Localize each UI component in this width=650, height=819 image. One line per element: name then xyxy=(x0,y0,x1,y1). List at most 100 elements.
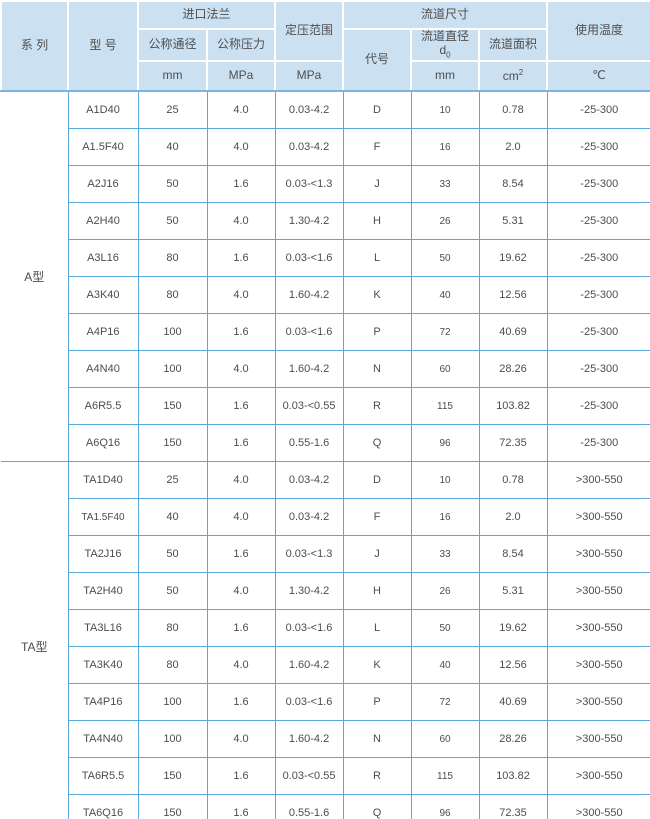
cell-model: TA6Q16 xyxy=(67,794,139,819)
cell-model: A4P16 xyxy=(67,313,139,351)
cell-operating-temperature: -25-300 xyxy=(546,90,650,129)
table-body: A型 A1D40 25 4.0 0.03-4.2 D 10 0.78 -25-300 A1.5F4… xyxy=(1,90,650,819)
unit-channel-diameter: mm xyxy=(410,60,481,92)
cell-nominal-diameter: 80 xyxy=(137,646,208,684)
col-header-flow-channel-size: 流道尺寸 xyxy=(342,0,549,30)
cell-channel-diameter: 96 xyxy=(410,424,480,462)
table-row: A4N40 100 4.0 1.60-4.2 N 60 28.26 -25-300 xyxy=(1,350,650,388)
cell-channel-diameter: 33 xyxy=(410,165,480,203)
cell-nominal-pressure: 4.0 xyxy=(206,276,276,314)
cell-code: F xyxy=(342,498,412,536)
cell-channel-diameter: 115 xyxy=(410,757,480,795)
channel-area-unit-exponent: 2 xyxy=(518,68,524,78)
cell-code: Q xyxy=(342,794,412,819)
table-row: TA6Q16 150 1.6 0.55-1.6 Q 96 72.35 >300-550 xyxy=(1,794,650,819)
cell-nominal-pressure: 4.0 xyxy=(206,90,276,129)
cell-nominal-diameter: 50 xyxy=(137,535,208,573)
cell-model: TA3L16 xyxy=(67,609,139,647)
cell-channel-area: 8.54 xyxy=(478,165,548,203)
cell-model: A2H40 xyxy=(67,202,139,240)
cell-nominal-pressure: 1.6 xyxy=(206,609,276,647)
cell-nominal-pressure: 1.6 xyxy=(206,313,276,351)
cell-nominal-pressure: 4.0 xyxy=(206,202,276,240)
cell-channel-diameter: 16 xyxy=(410,498,480,536)
series-group-label: TA型 xyxy=(1,461,69,819)
cell-code: P xyxy=(342,683,412,721)
cell-model: TA3K40 xyxy=(67,646,139,684)
col-header-pressure-range: 定压范围 xyxy=(274,0,345,62)
channel-area-unit-base: cm xyxy=(502,69,519,84)
cell-channel-area: 72.35 xyxy=(478,424,548,462)
cell-channel-diameter: 40 xyxy=(410,276,480,314)
cell-nominal-pressure: 4.0 xyxy=(206,350,276,388)
cell-model: TA6R5.5 xyxy=(67,757,139,795)
cell-nominal-diameter: 80 xyxy=(137,609,208,647)
unit-nominal-diameter: mm xyxy=(137,60,208,92)
table-row: TA2J16 50 1.6 0.03-<1.3 J 33 8.54 >300-550 xyxy=(1,535,650,573)
cell-channel-area: 28.26 xyxy=(478,350,548,388)
cell-model: A3K40 xyxy=(67,276,139,314)
cell-nominal-pressure: 4.0 xyxy=(206,646,276,684)
cell-code: L xyxy=(342,239,412,277)
cell-model: A6R5.5 xyxy=(67,387,139,425)
cell-channel-diameter: 72 xyxy=(410,313,480,351)
cell-model: A6Q16 xyxy=(67,424,139,462)
cell-channel-area: 5.31 xyxy=(478,572,548,610)
cell-code: L xyxy=(342,609,412,647)
cell-pressure-range: 1.30-4.2 xyxy=(274,202,344,240)
channel-diameter-symbol: d xyxy=(439,43,447,58)
cell-channel-diameter: 60 xyxy=(410,720,480,758)
cell-nominal-diameter: 100 xyxy=(137,313,208,351)
cell-pressure-range: 0.55-1.6 xyxy=(274,424,344,462)
col-header-series: 系 列 xyxy=(0,0,69,92)
cell-model: TA2H40 xyxy=(67,572,139,610)
cell-operating-temperature: -25-300 xyxy=(546,239,650,277)
col-header-channel-area: 流道面积 xyxy=(478,28,549,62)
cell-channel-diameter: 60 xyxy=(410,350,480,388)
cell-nominal-diameter: 40 xyxy=(137,498,208,536)
cell-code: Q xyxy=(342,424,412,462)
cell-code: N xyxy=(342,720,412,758)
channel-diameter-label: 流道直径 xyxy=(421,29,470,44)
col-header-nominal-pressure: 公称压力 xyxy=(205,28,277,62)
cell-model: TA4P16 xyxy=(67,683,139,721)
table-row: TA6R5.5 150 1.6 0.03-<0.55 R 115 103.82 >300-55… xyxy=(1,757,650,795)
cell-operating-temperature: >300-550 xyxy=(546,683,650,721)
cell-operating-temperature: >300-550 xyxy=(546,794,650,819)
cell-nominal-pressure: 1.6 xyxy=(206,794,276,819)
cell-code: K xyxy=(342,646,412,684)
cell-channel-area: 72.35 xyxy=(478,794,548,819)
cell-code: J xyxy=(342,535,412,573)
col-header-inlet-flange: 进口法兰 xyxy=(136,0,277,30)
cell-operating-temperature: -25-300 xyxy=(546,202,650,240)
cell-nominal-pressure: 1.6 xyxy=(206,683,276,721)
table-row: TA4N40 100 4.0 1.60-4.2 N 60 28.26 >300-550 xyxy=(1,720,650,758)
cell-nominal-diameter: 25 xyxy=(137,461,208,499)
cell-operating-temperature: >300-550 xyxy=(546,757,650,795)
cell-pressure-range: 1.60-4.2 xyxy=(274,646,344,684)
cell-pressure-range: 0.03-<1.3 xyxy=(274,535,344,573)
cell-pressure-range: 0.03-<1.6 xyxy=(274,313,344,351)
cell-model: A1D40 xyxy=(67,90,139,129)
cell-nominal-pressure: 1.6 xyxy=(206,387,276,425)
table-row: A4P16 100 1.6 0.03-<1.6 P 72 40.69 -25-300 xyxy=(1,313,650,351)
cell-pressure-range: 0.03-<1.6 xyxy=(274,683,344,721)
cell-nominal-pressure: 1.6 xyxy=(206,535,276,573)
cell-nominal-diameter: 25 xyxy=(137,90,208,129)
cell-model: A2J16 xyxy=(67,165,139,203)
cell-channel-diameter: 16 xyxy=(410,128,480,166)
cell-channel-area: 2.0 xyxy=(478,498,548,536)
cell-pressure-range: 0.55-1.6 xyxy=(274,794,344,819)
table-row: TA3L16 80 1.6 0.03-<1.6 L 50 19.62 >300-550 xyxy=(1,609,650,647)
cell-pressure-range: 0.03-4.2 xyxy=(274,461,344,499)
table-row: A1.5F40 40 4.0 0.03-4.2 F 16 2.0 -25-300 xyxy=(1,128,650,166)
cell-nominal-diameter: 150 xyxy=(137,387,208,425)
col-header-code: 代号 xyxy=(342,28,413,92)
cell-operating-temperature: >300-550 xyxy=(546,720,650,758)
cell-channel-diameter: 115 xyxy=(410,387,480,425)
col-header-nominal-diameter: 公称通径 xyxy=(137,28,208,62)
cell-nominal-pressure: 4.0 xyxy=(206,498,276,536)
cell-nominal-diameter: 100 xyxy=(137,720,208,758)
cell-nominal-diameter: 50 xyxy=(137,165,208,203)
